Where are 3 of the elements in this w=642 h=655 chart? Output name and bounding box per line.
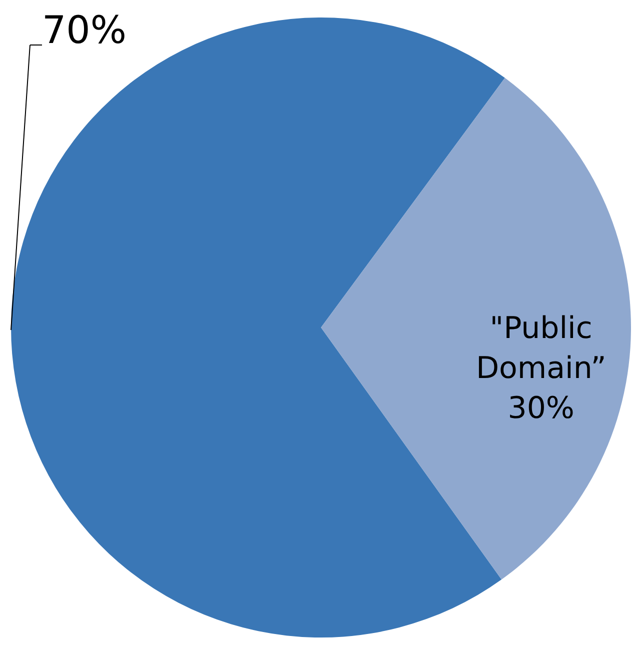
slice-label: "Public Domain” bbox=[476, 310, 606, 386]
data-label: 70% bbox=[42, 8, 126, 52]
data-label: 30% bbox=[508, 390, 574, 426]
